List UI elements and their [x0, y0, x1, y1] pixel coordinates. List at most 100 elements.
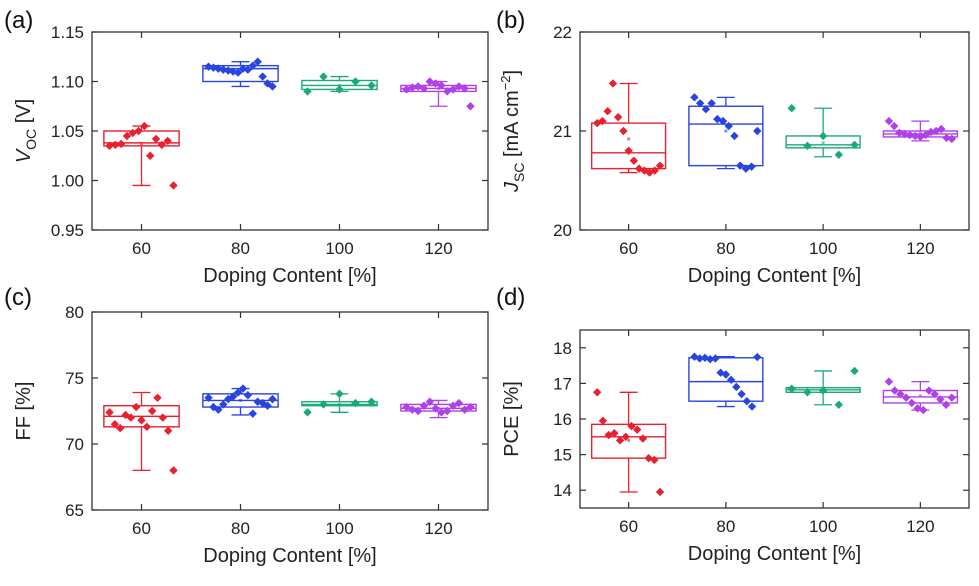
- data-point: [803, 141, 812, 151]
- data-point: [122, 131, 132, 141]
- box-80: [688, 93, 764, 173]
- data-point: [248, 61, 257, 70]
- data-point: [131, 402, 141, 412]
- y-tick-label: 15: [553, 446, 572, 465]
- y-tick-label: 1.05: [51, 122, 84, 141]
- data-point: [936, 395, 945, 404]
- data-point: [834, 150, 844, 159]
- box-80: [688, 352, 764, 411]
- x-axis-title: Doping Content [%]: [688, 543, 861, 565]
- data-point: [121, 410, 130, 420]
- data-point: [204, 393, 213, 402]
- y-axis-title: VOC [V]: [13, 99, 39, 163]
- data-point: [460, 405, 469, 414]
- data-point: [319, 400, 328, 409]
- data-point: [419, 401, 429, 410]
- plot-frame: [579, 329, 970, 509]
- data-point: [742, 397, 752, 406]
- data-point: [895, 128, 904, 138]
- data-point: [142, 422, 152, 432]
- x-tick-label: 80: [716, 239, 735, 258]
- data-point: [632, 425, 642, 434]
- data-point: [437, 408, 446, 417]
- data-point: [650, 166, 660, 175]
- data-point: [466, 102, 475, 111]
- box-mean: [140, 142, 143, 146]
- y-tick-label: 21: [553, 122, 572, 141]
- data-point: [419, 84, 429, 93]
- data-point: [947, 134, 956, 144]
- x-tick-label: 120: [424, 519, 452, 538]
- data-point: [787, 104, 796, 113]
- box-100: [301, 72, 378, 96]
- data-point: [243, 65, 253, 74]
- data-point: [111, 140, 120, 150]
- data-point: [619, 126, 628, 136]
- box-100: [301, 389, 378, 417]
- box-iqr: [590, 423, 667, 459]
- data-point: [105, 408, 114, 417]
- data-point: [303, 87, 312, 96]
- data-point: [335, 85, 344, 94]
- x-tick-label: 60: [619, 239, 638, 258]
- data-point: [140, 121, 149, 131]
- data-point: [926, 127, 936, 137]
- data-point: [701, 105, 711, 114]
- data-point: [753, 352, 762, 362]
- data-point: [151, 134, 161, 144]
- data-point: [730, 131, 739, 141]
- data-point: [335, 389, 344, 399]
- box-120: [400, 77, 477, 111]
- data-point: [941, 400, 951, 409]
- y-axis-title: JSC [mA cm−2]: [498, 70, 527, 193]
- y-tick-label: 16: [553, 410, 572, 429]
- data-point: [116, 139, 126, 149]
- data-point: [753, 126, 762, 136]
- data-point: [351, 398, 360, 408]
- data-point: [126, 413, 136, 422]
- data-point: [408, 83, 417, 92]
- data-point: [593, 388, 602, 397]
- x-tick-label: 60: [132, 519, 151, 538]
- y-axis-title-base: PCE [%]: [501, 381, 523, 457]
- x-tick-label: 80: [231, 239, 250, 258]
- data-point: [931, 126, 941, 136]
- box-mean: [437, 86, 440, 90]
- box-60: [103, 391, 180, 475]
- data-point: [713, 114, 722, 124]
- y-axis-title-unit: [mA cm: [501, 90, 523, 162]
- data-point: [655, 161, 665, 170]
- data-point: [650, 455, 659, 465]
- y-axis-title-sub: OC: [23, 129, 39, 150]
- data-point: [413, 406, 423, 416]
- data-point: [115, 423, 125, 433]
- data-point: [787, 384, 796, 393]
- data-point: [238, 64, 248, 73]
- data-point: [367, 81, 376, 90]
- data-point: [737, 389, 746, 399]
- box-mean: [627, 438, 631, 442]
- data-point: [219, 65, 228, 74]
- data-point: [818, 386, 828, 395]
- data-point: [169, 466, 178, 475]
- x-tick-label: 120: [906, 517, 934, 536]
- y-tick-label: 1.00: [51, 172, 84, 191]
- y-tick-label: 80: [65, 303, 84, 322]
- box-60: [590, 388, 667, 497]
- data-point: [443, 406, 452, 416]
- data-point: [707, 99, 716, 108]
- panel-a: 0.95 1.00 1.05 1.10 1.15 60 80 100 120 Doping Con…: [4, 7, 489, 287]
- y-axis-title-end: ]: [501, 70, 523, 76]
- y-tick-label: 1.10: [51, 73, 84, 92]
- data-point: [454, 398, 464, 408]
- data-point: [889, 121, 899, 131]
- data-point: [163, 136, 172, 146]
- x-tick-label: 80: [231, 519, 250, 538]
- panel-label: (a): [4, 7, 33, 34]
- panel-d: 14 15 16 17 18 60 80 100 120 Doping Content [%] PC…: [496, 284, 970, 565]
- data-point: [163, 426, 173, 435]
- y-axis-title-sup: −2: [498, 76, 513, 91]
- data-point: [907, 398, 917, 408]
- y-axis-title-sub: SC: [511, 163, 527, 182]
